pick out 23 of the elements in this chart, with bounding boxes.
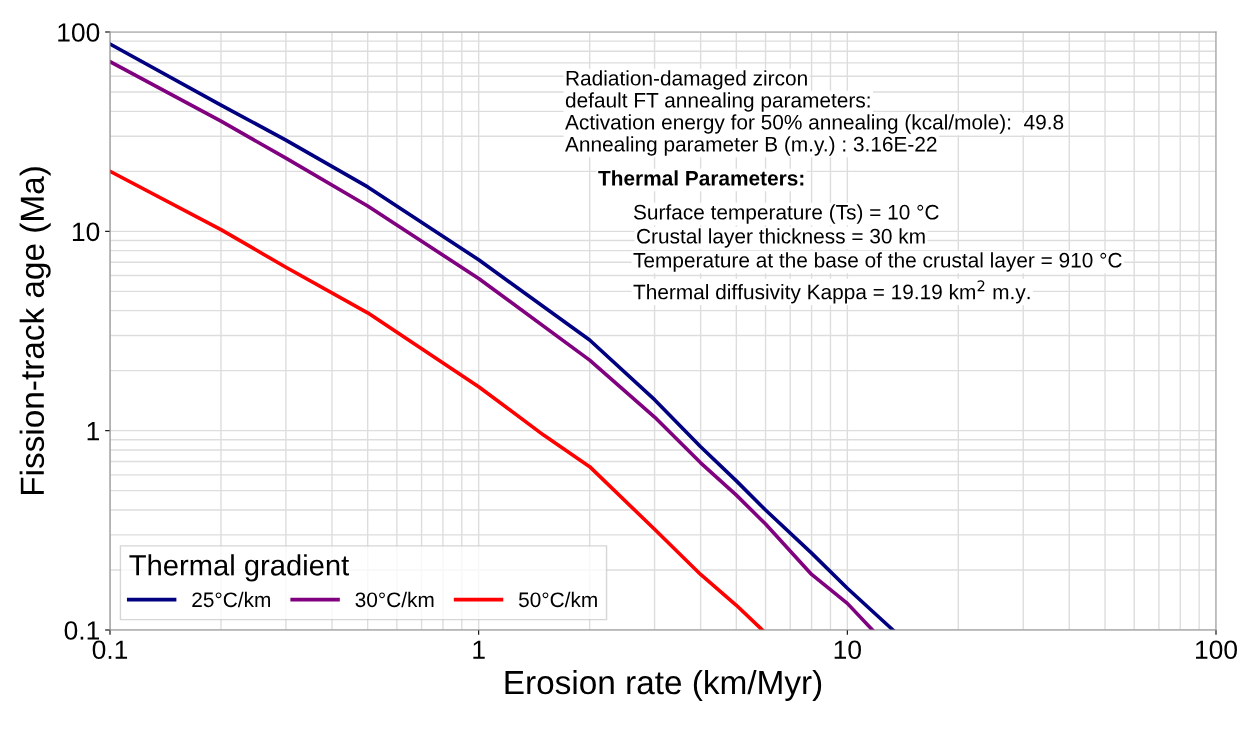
x-tick-label: 1: [473, 640, 485, 659]
y-tick-label: 10: [72, 222, 100, 242]
annotation: Thermal diffusivity Kappa = 19.19 km$^{2}$ m.y.: [633, 280, 1030, 304]
annotation: Temperature at the base of the crustal layer = 910 °C: [633, 252, 1122, 272]
x-tick-label: 0.1: [92, 640, 128, 660]
annotation: Thermal Parameters:: [598, 170, 804, 186]
annotation: Surface temperature (Ts) = 10 °C: [633, 204, 939, 224]
legend-title: Thermal gradient: [129, 554, 350, 582]
y-tick-label: 100: [58, 23, 100, 42]
annotation: Radiation-damaged zircon: [566, 70, 807, 90]
legend-label: 30°C/km: [355, 591, 434, 608]
y-axis-title: Fission-track age (Ma): [19, 167, 51, 495]
x-tick-label: 10: [834, 640, 861, 660]
annotation: default FT annealing parameters:: [565, 92, 870, 112]
annotation: Annealing parameter B (m.y.) : 3.16E-22: [565, 136, 937, 156]
x-axis-title: Erosion rate (km/Myr): [505, 669, 822, 701]
legend-label: 50°C/km: [518, 591, 597, 608]
annotation: Crustal layer thickness = 30 km: [637, 228, 925, 248]
legend-label: 25°C/km: [192, 591, 270, 608]
y-tick-label: 0.1: [64, 621, 99, 640]
annotation: Activation energy for 50% annealing (kcal/mole): 49.8: [565, 114, 1064, 134]
y-tick-label: 1: [87, 422, 99, 441]
x-tick-label: 100: [1196, 640, 1237, 660]
